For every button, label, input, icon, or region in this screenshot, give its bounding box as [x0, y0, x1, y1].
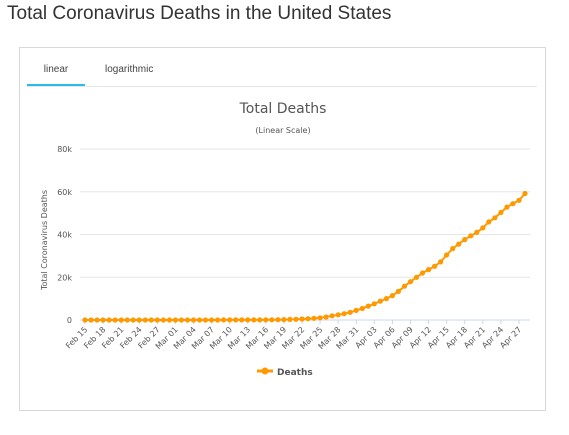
data-point[interactable]	[359, 305, 365, 312]
data-point[interactable]	[474, 229, 480, 235]
page-title: Total Coronavirus Deaths in the United S…	[7, 3, 392, 24]
data-point[interactable]	[383, 296, 389, 302]
data-point[interactable]	[305, 316, 311, 322]
data-point[interactable]	[438, 259, 444, 265]
data-point[interactable]	[172, 317, 178, 323]
data-point[interactable]	[353, 307, 359, 313]
tab-logarithmic[interactable]: logarithmic	[105, 64, 154, 75]
data-point[interactable]	[269, 317, 275, 323]
data-point[interactable]	[407, 279, 414, 285]
data-point[interactable]	[377, 298, 383, 304]
active-tab-indicator	[27, 84, 85, 86]
data-point[interactable]	[221, 317, 227, 323]
scale-tabs: linear logarithmic	[27, 58, 537, 87]
series-line-deaths	[85, 192, 526, 321]
data-point[interactable]	[419, 270, 426, 276]
chart-panel: linear logarithmic Total Deaths (Linear …	[19, 47, 546, 411]
data-point[interactable]	[444, 252, 450, 258]
data-point[interactable]	[323, 314, 329, 320]
data-point[interactable]	[136, 317, 142, 323]
data-point[interactable]	[450, 246, 456, 252]
data-point[interactable]	[365, 303, 371, 309]
data-point[interactable]	[395, 288, 401, 294]
data-point[interactable]	[335, 312, 341, 318]
legend-marker-dot	[261, 367, 269, 375]
y-axis-label: Total Coronavirus Deaths	[40, 190, 49, 291]
data-point[interactable]	[504, 204, 510, 210]
data-point[interactable]	[142, 317, 148, 323]
chart-subtitle: (Linear Scale)	[255, 126, 310, 135]
data-point[interactable]	[178, 317, 184, 323]
data-point[interactable]	[154, 317, 160, 323]
data-point[interactable]	[432, 263, 438, 269]
data-point[interactable]	[311, 315, 317, 321]
data-point[interactable]	[510, 201, 516, 207]
data-point[interactable]	[245, 317, 251, 323]
data-point[interactable]	[389, 293, 395, 299]
y-tick-label: 60k	[57, 188, 72, 197]
data-point[interactable]	[166, 317, 172, 323]
data-point[interactable]	[106, 317, 112, 323]
data-point[interactable]	[299, 316, 305, 322]
data-point[interactable]	[227, 317, 233, 323]
data-point[interactable]	[317, 315, 323, 321]
data-point[interactable]	[160, 317, 166, 323]
chart-title: Total Deaths	[239, 101, 327, 117]
legend-label-deaths: Deaths	[277, 368, 313, 378]
data-point[interactable]	[498, 209, 504, 216]
data-point[interactable]	[293, 316, 299, 322]
data-point[interactable]	[190, 317, 197, 323]
data-point[interactable]	[456, 241, 462, 247]
data-point[interactable]	[209, 317, 215, 323]
tab-linear[interactable]: linear	[43, 64, 69, 75]
data-point[interactable]	[401, 283, 408, 289]
data-point[interactable]	[492, 215, 498, 221]
deaths-chart: Total Deaths (Linear Scale) Total Corona…	[40, 101, 530, 379]
data-point[interactable]	[257, 317, 263, 323]
data-point[interactable]	[239, 317, 245, 323]
data-point[interactable]	[130, 317, 136, 323]
data-point[interactable]	[281, 317, 287, 323]
data-point[interactable]	[118, 317, 124, 323]
data-point[interactable]	[215, 317, 221, 323]
data-point[interactable]	[522, 190, 528, 197]
data-point[interactable]	[486, 219, 492, 225]
y-tick-label: 0	[67, 316, 72, 325]
data-point[interactable]	[112, 317, 118, 323]
data-point[interactable]	[347, 309, 353, 315]
y-tick-label: 80k	[57, 145, 72, 154]
y-tick-label: 20k	[57, 273, 72, 282]
data-point[interactable]	[426, 267, 432, 273]
data-point[interactable]	[88, 317, 94, 323]
data-point[interactable]	[287, 316, 293, 322]
data-point[interactable]	[100, 317, 106, 323]
data-point[interactable]	[413, 274, 420, 280]
data-point[interactable]	[94, 317, 100, 323]
data-point[interactable]	[202, 317, 209, 323]
y-tick-label: 40k	[57, 231, 72, 240]
data-point[interactable]	[263, 317, 269, 323]
data-point[interactable]	[124, 317, 130, 323]
data-point[interactable]	[82, 317, 88, 323]
data-point[interactable]	[341, 311, 347, 317]
data-point[interactable]	[468, 233, 474, 239]
data-point[interactable]	[233, 317, 239, 323]
data-point[interactable]	[196, 317, 203, 323]
legend[interactable]: Deaths	[257, 367, 313, 379]
data-point[interactable]	[516, 197, 522, 203]
data-point[interactable]	[329, 313, 335, 319]
data-point[interactable]	[462, 237, 468, 243]
data-point[interactable]	[275, 317, 281, 323]
data-point[interactable]	[184, 317, 191, 323]
data-point[interactable]	[148, 317, 154, 323]
data-point[interactable]	[251, 317, 257, 323]
data-point[interactable]	[480, 225, 486, 231]
data-point[interactable]	[371, 301, 377, 307]
